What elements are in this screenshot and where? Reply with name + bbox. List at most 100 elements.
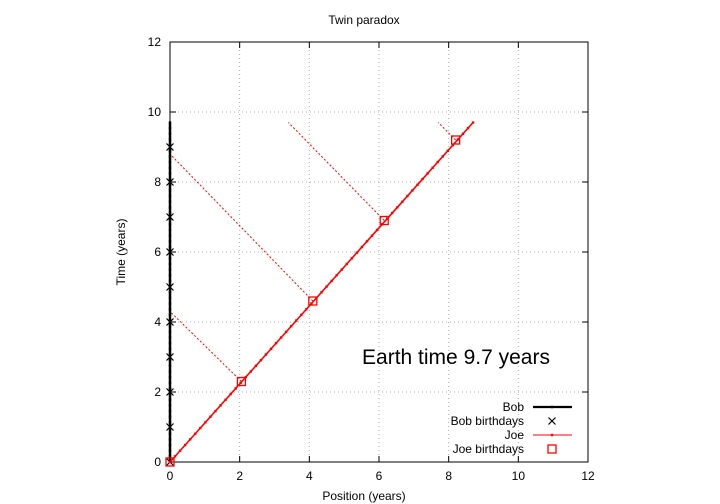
simultaneity-line	[169, 153, 314, 302]
joe-path-point	[209, 415, 212, 418]
joe-path-point	[259, 358, 263, 362]
x-tick-label: 8	[445, 469, 452, 483]
joe-path-point	[290, 325, 293, 328]
x-tick-label: 10	[512, 469, 526, 483]
bob-path-point	[168, 149, 172, 152]
chart-title: Twin paradox	[328, 13, 399, 27]
bob-path-point	[168, 455, 172, 458]
joe-path-point	[335, 274, 338, 277]
y-tick-label: 12	[148, 35, 162, 49]
joe-path-point	[416, 183, 419, 186]
joe-path-point	[365, 240, 369, 243]
simultaneity-line	[288, 122, 385, 221]
joe-path-point	[421, 177, 424, 181]
joe-path-point	[234, 387, 237, 390]
bob-path-point	[168, 262, 172, 266]
joe-path-point	[391, 211, 394, 215]
bob-path-point	[168, 194, 172, 198]
bob-path-point	[168, 268, 172, 271]
ticks-layer: 0 2 4 6 8 10 12 0 2 4 6 8 10 12	[148, 35, 595, 483]
joe-path-point	[178, 449, 182, 452]
bob-path-point	[168, 370, 172, 373]
bob-path-point	[168, 443, 172, 447]
bob-path-point	[168, 387, 172, 390]
joe-path-point	[204, 421, 207, 424]
joe-path-point	[219, 404, 222, 407]
joe-path-point	[330, 279, 333, 283]
bob-path-point	[168, 234, 172, 237]
x-marker-stroke	[166, 143, 174, 151]
legend-label-bob: Bob	[503, 400, 525, 414]
joe-path-point	[406, 194, 409, 198]
x-tick-label: 4	[306, 469, 313, 483]
legend-label-joe: Joe	[505, 428, 525, 442]
simultaneity-line	[437, 122, 456, 141]
bob-path-point	[168, 375, 172, 379]
joe-path-point	[320, 291, 323, 294]
bob-path-point	[168, 319, 172, 322]
joe-path-point	[451, 143, 455, 147]
joe-path-point	[401, 200, 404, 203]
bob-path-point	[168, 404, 172, 407]
bob-path-point	[168, 160, 172, 164]
joe-path-point	[249, 370, 253, 373]
bob-path-point	[168, 296, 172, 300]
bob-path-point	[168, 132, 172, 136]
bob-path-point	[168, 211, 172, 215]
bob-birthday-marker	[166, 178, 174, 186]
bob-path-point	[168, 228, 172, 232]
bob-path-point	[168, 392, 172, 396]
y-axis-label: Time (years)	[114, 219, 128, 286]
joe-path-point	[214, 409, 217, 413]
y-tick-label: 10	[148, 105, 162, 119]
x-tick-label: 0	[167, 469, 174, 483]
bob-path-point	[168, 172, 172, 175]
bob-birthday-marker	[166, 283, 174, 291]
bob-birthday-marker	[166, 353, 174, 361]
x-axis-label: Position (years)	[322, 489, 405, 503]
bob-path-point	[168, 308, 172, 311]
joe-path-point	[183, 443, 187, 447]
bob-path-point	[168, 183, 172, 186]
bob-path-point	[168, 155, 172, 158]
x-marker-stroke	[166, 423, 174, 431]
joe-path-point	[385, 217, 389, 220]
bob-birthday-marker	[166, 248, 174, 256]
bob-path-point	[168, 381, 172, 384]
joe-path-point	[310, 302, 313, 305]
bob-birthday-marker	[166, 388, 174, 396]
bob-path-point	[168, 341, 172, 345]
x-marker-stroke	[166, 388, 174, 396]
legend-sample-bob-point	[550, 405, 554, 409]
x-marker-stroke	[166, 283, 174, 291]
joe-path-point	[446, 149, 449, 152]
y-tick-label: 6	[154, 245, 161, 259]
joe-path-point	[274, 341, 278, 345]
x-marker-stroke	[548, 417, 556, 425]
joe-path-point	[456, 138, 460, 141]
joe-path-point	[431, 166, 434, 169]
bob-path-point	[168, 166, 172, 169]
bob-birthday-marker	[166, 143, 174, 151]
legend-sample-bob-birthdays	[548, 417, 556, 425]
bob-birthday-marker	[166, 318, 174, 326]
legend-samples	[533, 405, 572, 454]
bob-path-point	[168, 364, 172, 368]
x-marker-stroke	[166, 213, 174, 221]
bob-birthday-marker	[166, 423, 174, 431]
bob-path-point	[168, 409, 172, 413]
y-tick-label: 4	[154, 315, 161, 329]
joe-birthday-marker	[236, 376, 247, 387]
grid-layer	[170, 42, 588, 462]
bob-path-point	[168, 325, 172, 328]
joe-path-point	[199, 426, 202, 430]
y-tick-label: 8	[154, 175, 161, 189]
legend-sample-joe-birthdays	[547, 444, 557, 454]
earth-time-annotation: Earth time 9.7 years	[362, 346, 550, 369]
bob-path-point	[168, 126, 172, 130]
x-marker-stroke	[166, 248, 174, 256]
joe-path-point	[229, 392, 232, 396]
joe-path-point	[295, 319, 298, 322]
joe-birthday-marker	[450, 135, 461, 145]
